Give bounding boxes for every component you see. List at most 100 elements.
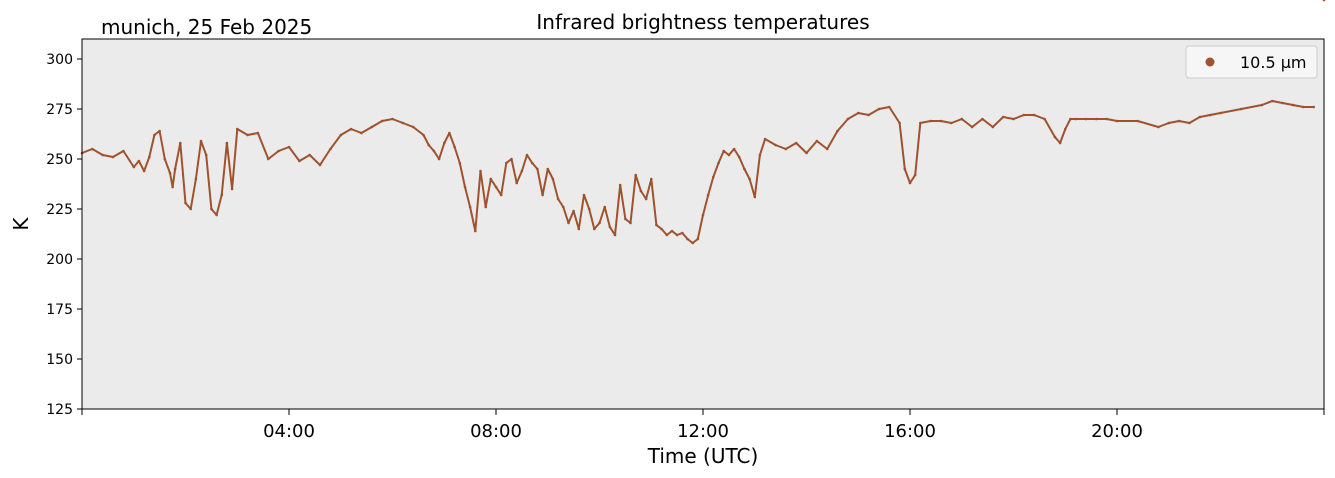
- data-point: [101, 153, 104, 157]
- data-point: [567, 221, 570, 225]
- data-point: [246, 133, 249, 137]
- data-point: [1058, 141, 1062, 145]
- data-point: [132, 165, 136, 169]
- data-point: [489, 177, 493, 181]
- data-point: [556, 197, 560, 201]
- data-point: [437, 157, 441, 161]
- y-tick-label-175: 175: [46, 302, 73, 318]
- data-point: [122, 149, 125, 153]
- data-point: [1043, 117, 1046, 121]
- data-point: [1032, 113, 1036, 117]
- data-point: [448, 131, 451, 135]
- data-point: [681, 231, 684, 235]
- data-point: [215, 213, 218, 217]
- data-point: [1136, 119, 1139, 123]
- data-point: [494, 185, 498, 189]
- data-point: [701, 213, 705, 217]
- data-point: [277, 149, 280, 153]
- x-axis-label: Time (UTC): [647, 444, 759, 468]
- data-point: [939, 119, 943, 123]
- data-point: [1177, 119, 1181, 123]
- data-point: [857, 111, 860, 115]
- data-point: [877, 107, 881, 111]
- data-point: [587, 207, 591, 211]
- y-tick-label-250: 250: [46, 152, 73, 168]
- data-point: [463, 185, 467, 189]
- data-point: [753, 195, 757, 199]
- data-point: [846, 117, 850, 121]
- data-point: [1012, 117, 1015, 121]
- data-point: [981, 117, 984, 121]
- data-point: [1001, 115, 1005, 119]
- data-point: [168, 171, 172, 175]
- data-point: [1167, 121, 1171, 125]
- data-point: [634, 173, 637, 177]
- data-point: [1198, 115, 1202, 119]
- data-point: [1271, 99, 1274, 103]
- data-point: [505, 161, 508, 165]
- data-point: [360, 131, 363, 135]
- data-point: [655, 223, 658, 227]
- data-point: [329, 147, 332, 151]
- data-point: [867, 113, 870, 117]
- data-point: [1291, 103, 1295, 107]
- x-tick-label-20: 20:00: [1091, 421, 1143, 442]
- data-point: [737, 155, 741, 159]
- data-point: [515, 181, 518, 185]
- data-point: [1115, 119, 1119, 123]
- data-point: [1312, 105, 1315, 109]
- data-point: [148, 155, 151, 159]
- y-tick-label-225: 225: [46, 202, 73, 218]
- legend-marker: [1205, 57, 1215, 67]
- data-point: [91, 147, 94, 151]
- series-layer: [80, 0, 1326, 245]
- data-point: [727, 153, 731, 157]
- data-point: [888, 105, 891, 109]
- data-point: [432, 149, 436, 153]
- data-point: [903, 167, 907, 171]
- data-point: [427, 143, 431, 147]
- data-point: [624, 217, 627, 221]
- data-point: [1157, 125, 1160, 129]
- data-point: [706, 193, 710, 197]
- data-point: [525, 153, 529, 157]
- data-point: [1188, 121, 1191, 125]
- x-tick-label-8: 08:00: [470, 421, 522, 442]
- data-point: [836, 129, 839, 133]
- data-point: [225, 141, 229, 145]
- data-point: [171, 185, 174, 189]
- data-point: [391, 117, 394, 121]
- data-point: [644, 197, 648, 201]
- y-tick-label-150: 150: [46, 352, 73, 368]
- data-point: [1074, 117, 1077, 121]
- data-point: [712, 175, 715, 179]
- data-point: [665, 233, 669, 237]
- data-point: [158, 129, 161, 133]
- data-point: [650, 177, 653, 181]
- y-tick-label-125: 125: [46, 402, 73, 418]
- data-point: [613, 233, 617, 237]
- data-point: [189, 207, 192, 211]
- data-point: [546, 167, 550, 171]
- data-point: [173, 167, 177, 171]
- location-date-label: munich, 25 Feb 2025: [101, 15, 312, 39]
- data-point: [536, 167, 539, 171]
- data-point: [1053, 135, 1057, 139]
- legend[interactable]: 10.5 µm: [1185, 45, 1318, 79]
- data-point: [960, 117, 964, 121]
- y-tick-label-300: 300: [46, 52, 73, 68]
- data-point: [794, 141, 798, 145]
- data-point: [758, 153, 762, 157]
- data-point: [763, 137, 767, 141]
- data-point: [220, 193, 223, 197]
- data-point: [805, 151, 808, 155]
- data-point: [748, 177, 751, 181]
- data-point: [210, 207, 213, 211]
- data-point: [1281, 101, 1284, 105]
- data-point: [530, 161, 534, 165]
- data-point: [1022, 113, 1026, 117]
- data-point: [732, 147, 736, 151]
- data-point: [1260, 103, 1264, 107]
- x-axis: 04:00 08:00 12:00 16:00 20:00: [81, 409, 1325, 442]
